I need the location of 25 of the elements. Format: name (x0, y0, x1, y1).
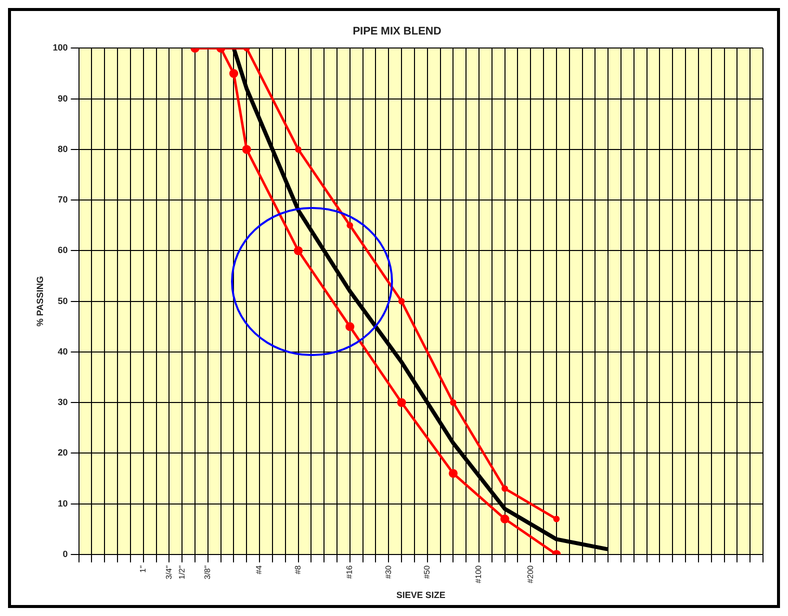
x-tick-label: #4 (254, 564, 264, 574)
y-tick-label: 0 (62, 548, 68, 559)
y-tick-label: 100 (52, 42, 68, 53)
y-tick-label: 40 (58, 346, 68, 356)
x-axis-title: SIEVE SIZE (396, 590, 446, 600)
y-tick-label: 80 (58, 144, 68, 154)
x-tick-label: #8 (293, 564, 302, 574)
y-tick-label: 90 (58, 93, 68, 104)
y-tick-label: 70 (58, 194, 68, 205)
chart-title: PIPE MIX BLEND (352, 26, 442, 38)
x-tick-label: #200 (526, 564, 535, 584)
y-tick-label: 60 (58, 245, 68, 256)
x-tick-label: #30 (384, 564, 393, 579)
x-tick-label: 3/4" (164, 565, 174, 580)
y-axis-title: % PASSING (34, 276, 45, 326)
y-tick-label: 50 (58, 296, 68, 306)
x-tick-label: 1/2" (177, 565, 186, 580)
x-tick-label: #50 (422, 564, 432, 579)
y-tick-label: 30 (58, 397, 68, 408)
x-tick-label: #16 (345, 564, 354, 579)
y-tick-label: 20 (58, 448, 68, 458)
x-tick-label: 3/8" (203, 565, 212, 580)
x-tick-label: #100 (474, 564, 484, 584)
x-tick-label: 1" (138, 565, 148, 573)
y-tick-label: 10 (58, 498, 68, 508)
